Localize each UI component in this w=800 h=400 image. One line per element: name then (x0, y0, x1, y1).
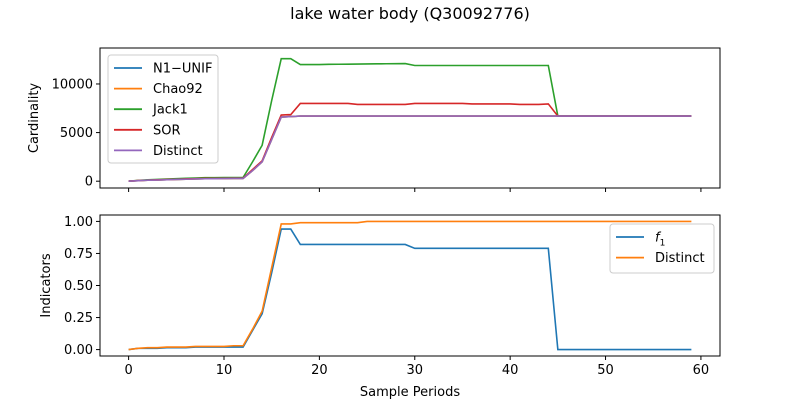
series-line-1-1 (128, 220, 692, 351)
y-tick-label-0: 5000 (60, 126, 93, 141)
legend-label-1-1: Distinct (655, 251, 705, 266)
x-tick-label: 40 (502, 363, 519, 378)
x-tick-label: 30 (406, 363, 423, 378)
y-tick-label-1: 0.75 (64, 247, 93, 262)
x-tick-label: 50 (597, 363, 614, 378)
legend-label-0-1: Chao92 (153, 82, 203, 97)
y-tick-label-0: 10000 (52, 77, 93, 92)
x-tick-label: 0 (124, 363, 132, 378)
y-tick-label-1: 0.00 (64, 343, 93, 358)
indicators-panel: 0 10 20 30 40 50 60 0.00 0.25 0.50 0.75 1.00 Indicat… (39, 214, 721, 378)
y-tick-label-0: 0 (85, 175, 93, 190)
y-tick-label-1: 0.25 (64, 311, 93, 326)
y-axis-label-0: Cardinality (27, 83, 42, 154)
y-axis-label-1: Indicators (39, 253, 54, 317)
series-line-1-0 (128, 228, 692, 351)
legend-label-1-0: f1 (655, 231, 665, 249)
series-line-0-4 (128, 115, 692, 182)
legend-label-0-0: N1−UNIF (153, 62, 212, 77)
legend-label-0-3: SOR (153, 123, 181, 138)
cardinality-panel: 0 5000 10000 Cardinality N1−UNIF Chao92 Jack1 S… (27, 47, 721, 192)
legend-label-0-4: Distinct (153, 144, 203, 159)
x-tick-label: 10 (216, 363, 233, 378)
legend-box-0 (107, 54, 219, 164)
y-tick-label-1: 0.50 (64, 279, 93, 294)
x-tick-label: 60 (693, 363, 710, 378)
chart-title: lake water body (Q30092776) (290, 4, 530, 23)
legend-label-0-2: Jack1 (152, 103, 188, 118)
x-axis-label: Sample Periods (360, 385, 460, 400)
y-tick-label-1: 1.00 (64, 215, 93, 230)
x-tick-label: 20 (311, 363, 328, 378)
plot-frame-0 (99, 47, 721, 189)
